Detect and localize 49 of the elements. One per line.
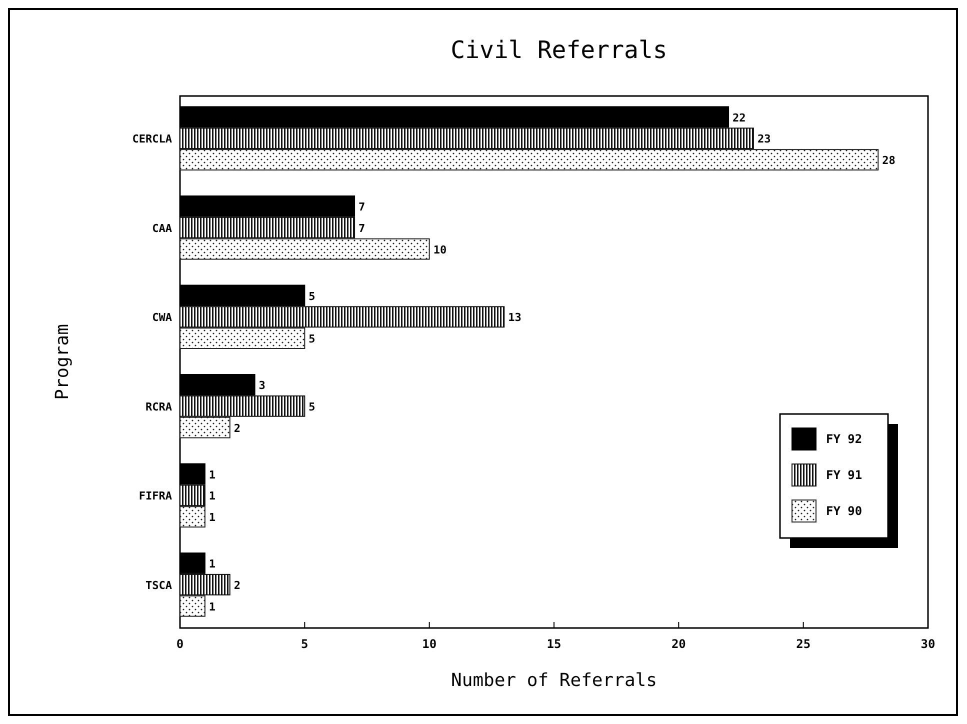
legend-label: FY 92 [826,432,862,446]
bar [180,416,230,438]
data-label: 5 [308,400,316,414]
data-label: 2 [234,579,240,592]
x-tick-label: 10 [422,637,437,651]
data-label: 1 [208,558,216,571]
legend-label: FY 91 [826,468,862,482]
bar [180,328,306,350]
bar [180,506,206,528]
x-tick-label: 25 [796,637,811,651]
data-label: 28 [882,154,896,168]
data-label: 1 [208,490,216,503]
y-tick-label: CAA [152,222,172,235]
y-tick-label: RCRA [146,400,172,414]
data-label: 5 [308,290,316,303]
data-label: 1 [208,468,216,482]
y-tick-label: TSCA [146,579,172,592]
bar [180,216,356,238]
bar [180,149,879,170]
y-tick-label: CWA [152,311,172,324]
data-label: 2 [234,422,240,435]
bar [180,395,306,417]
x-tick-label: 5 [301,637,308,651]
y-tick-label: CERCLA [132,132,172,146]
bar [180,595,206,617]
bar [180,128,754,150]
bar [180,238,430,260]
x-tick-label: 30 [920,637,936,651]
x-tick-label: 0 [176,637,184,651]
data-label: 7 [358,222,366,235]
x-axis-title: Number of Referrals [451,670,657,691]
legend-label: FY 90 [826,504,862,518]
y-axis-title: Program [52,324,73,400]
bar [180,574,230,596]
data-label: 1 [208,511,216,524]
x-tick-label: 15 [546,637,562,651]
data-label: 3 [258,379,266,392]
data-label: 22 [732,111,746,124]
data-label: 1 [208,600,216,614]
x-tick-label: 20 [671,637,686,651]
data-label: 5 [308,332,316,346]
bar [180,484,206,506]
data-label: 23 [757,132,771,146]
y-tick-label: FIFRA [138,490,172,503]
data-label: 7 [358,200,366,214]
bar [180,306,505,328]
chart-title: Civil Referrals [450,36,668,64]
data-label: 13 [508,311,522,324]
data-label: 10 [433,243,447,256]
